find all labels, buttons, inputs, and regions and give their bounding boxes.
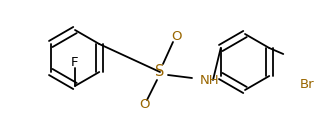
Text: O: O: [139, 99, 149, 111]
Text: NH: NH: [200, 75, 220, 88]
Text: S: S: [155, 64, 165, 80]
Text: Br: Br: [300, 78, 315, 91]
Text: F: F: [70, 56, 78, 69]
Text: O: O: [171, 31, 181, 43]
